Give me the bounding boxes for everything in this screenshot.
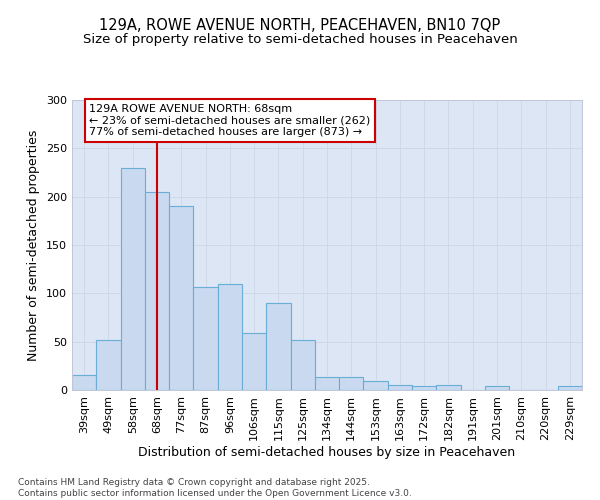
- Bar: [388, 385, 412, 390]
- Bar: [364, 382, 388, 390]
- Bar: [218, 284, 242, 390]
- Bar: [558, 386, 582, 390]
- Text: Size of property relative to semi-detached houses in Peacehaven: Size of property relative to semi-detach…: [83, 32, 517, 46]
- Bar: [412, 386, 436, 390]
- Bar: [242, 333, 266, 390]
- Bar: [96, 340, 121, 390]
- Bar: [145, 192, 169, 390]
- Bar: [121, 168, 145, 390]
- Bar: [169, 206, 193, 390]
- Bar: [485, 386, 509, 390]
- Bar: [315, 378, 339, 390]
- Bar: [266, 303, 290, 390]
- Y-axis label: Number of semi-detached properties: Number of semi-detached properties: [28, 130, 40, 360]
- Text: 129A ROWE AVENUE NORTH: 68sqm
← 23% of semi-detached houses are smaller (262)
77: 129A ROWE AVENUE NORTH: 68sqm ← 23% of s…: [89, 104, 370, 137]
- Bar: [436, 385, 461, 390]
- X-axis label: Distribution of semi-detached houses by size in Peacehaven: Distribution of semi-detached houses by …: [139, 446, 515, 458]
- Text: 129A, ROWE AVENUE NORTH, PEACEHAVEN, BN10 7QP: 129A, ROWE AVENUE NORTH, PEACEHAVEN, BN1…: [100, 18, 500, 32]
- Bar: [193, 286, 218, 390]
- Bar: [339, 378, 364, 390]
- Bar: [290, 340, 315, 390]
- Bar: [72, 374, 96, 390]
- Text: Contains HM Land Registry data © Crown copyright and database right 2025.
Contai: Contains HM Land Registry data © Crown c…: [18, 478, 412, 498]
